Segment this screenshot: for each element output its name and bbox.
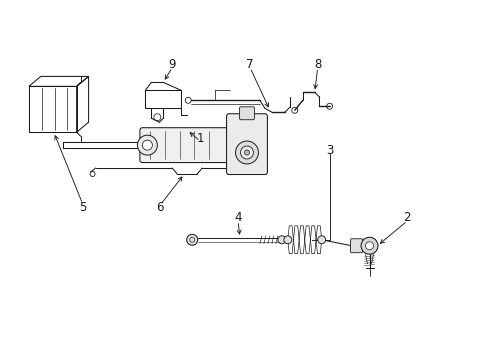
Text: 7: 7	[246, 58, 253, 71]
Circle shape	[142, 140, 152, 150]
Text: 5: 5	[79, 201, 86, 215]
Circle shape	[137, 135, 157, 155]
Circle shape	[360, 237, 377, 254]
Circle shape	[235, 141, 258, 164]
Text: 1: 1	[196, 132, 203, 145]
Text: 8: 8	[313, 58, 321, 71]
FancyBboxPatch shape	[350, 239, 362, 253]
Bar	[145, 90, 181, 108]
Circle shape	[317, 236, 325, 244]
FancyBboxPatch shape	[226, 114, 267, 175]
FancyBboxPatch shape	[239, 107, 254, 120]
Circle shape	[186, 234, 197, 245]
FancyBboxPatch shape	[140, 128, 236, 163]
Circle shape	[244, 150, 249, 155]
Text: 3: 3	[325, 144, 333, 157]
Circle shape	[283, 236, 291, 244]
Text: 2: 2	[403, 211, 410, 224]
Text: 9: 9	[168, 58, 176, 71]
Text: 6: 6	[156, 201, 164, 215]
Circle shape	[240, 146, 253, 159]
Circle shape	[365, 242, 373, 250]
Text: 4: 4	[234, 211, 241, 224]
Circle shape	[277, 236, 285, 244]
